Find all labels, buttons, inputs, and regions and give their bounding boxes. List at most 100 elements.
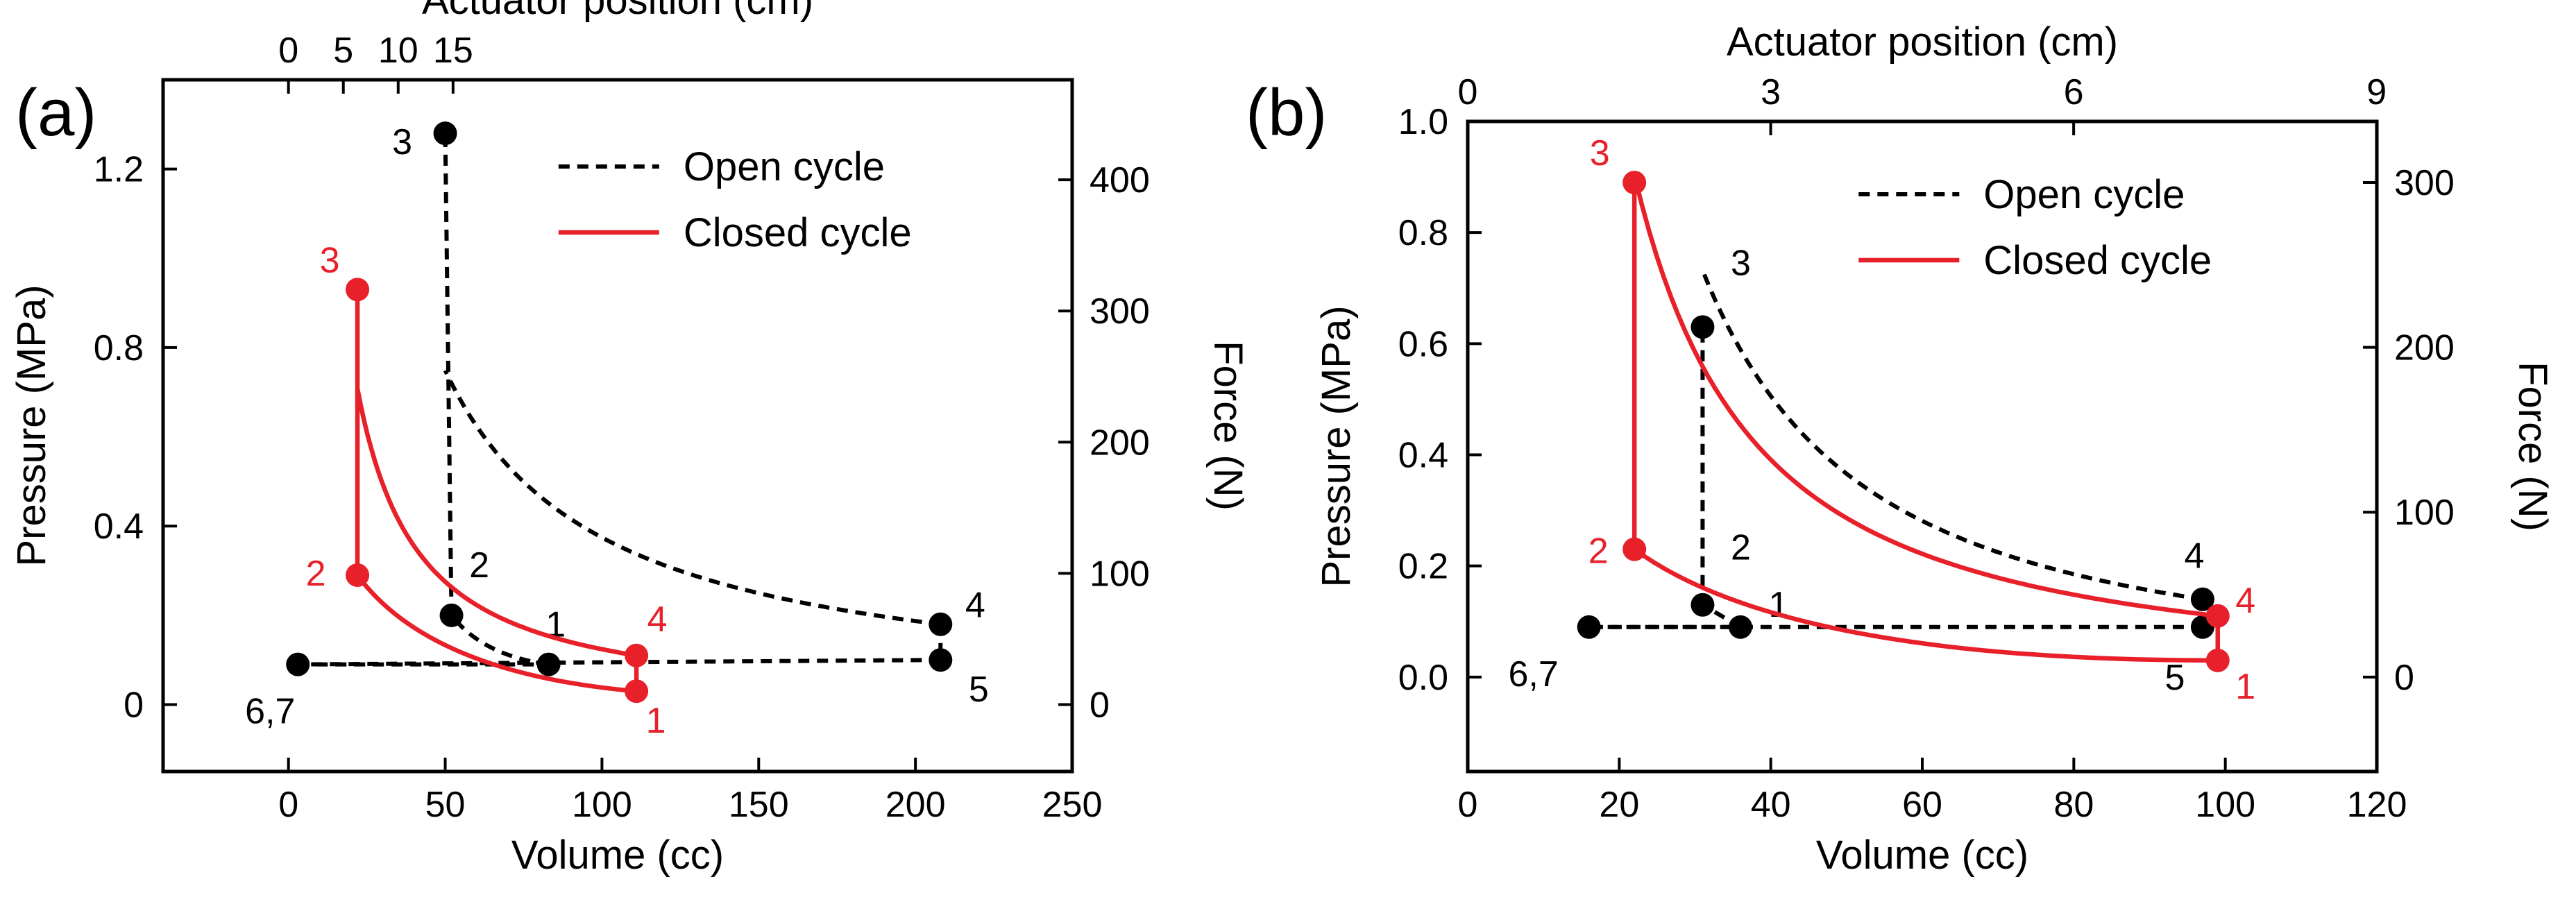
x-tick-label: 100 xyxy=(2195,785,2255,825)
y2-tick-label: 200 xyxy=(2394,328,2455,368)
closed-cycle-point xyxy=(2205,604,2230,628)
y-tick-label: 0.6 xyxy=(1398,324,1448,364)
panel-label: (b) xyxy=(1246,76,1327,150)
open-cycle-point-label: 3 xyxy=(1731,243,1751,283)
x2-axis-title: Actuator position (cm) xyxy=(422,0,813,23)
y2-tick-label: 100 xyxy=(1090,554,1150,594)
closed-cycle-point xyxy=(1622,171,1647,195)
y2-axis-title: Force (N) xyxy=(1205,341,1251,511)
open-cycle-point xyxy=(929,648,953,672)
open-cycle-point-label: 2 xyxy=(1731,528,1751,568)
open-cycle-segment xyxy=(298,658,941,667)
y2-axis-title: Force (N) xyxy=(2510,361,2555,531)
x2-axis-title: Actuator position (cm) xyxy=(1727,19,2118,65)
x-axis-title: Volume (cc) xyxy=(511,833,724,878)
legend-closed-label: Closed cycle xyxy=(1983,238,2212,283)
open-cycle-point xyxy=(1690,315,1715,339)
y-tick-label: 0 xyxy=(124,685,144,726)
open-cycle-point-label: 6,7 xyxy=(1509,654,1559,695)
open-cycle-segment xyxy=(450,614,550,667)
y2-tick-label: 0 xyxy=(1090,685,1110,726)
y2-tick-label: 400 xyxy=(1090,160,1150,201)
y2-tick-label: 100 xyxy=(2394,493,2455,533)
x2-tick-label: 15 xyxy=(433,31,473,71)
x2-tick-label: 10 xyxy=(378,31,418,71)
x-tick-label: 150 xyxy=(729,785,789,825)
closed-cycle-point xyxy=(2205,648,2230,672)
x-tick-label: 100 xyxy=(572,785,632,825)
closed-cycle-point-label: 1 xyxy=(2235,667,2255,707)
y-tick-label: 0.8 xyxy=(94,328,144,368)
x2-tick-label: 0 xyxy=(1458,72,1478,112)
y-tick-label: 0.2 xyxy=(1398,547,1448,587)
y-tick-label: 0.4 xyxy=(1398,436,1448,476)
closed-cycle-segment xyxy=(355,388,637,658)
open-cycle-point-label: 4 xyxy=(2184,536,2204,577)
chart-legend: Open cycle Closed cycle xyxy=(1858,172,2212,283)
x-tick-label: 120 xyxy=(2347,785,2407,825)
closed-cycle-point xyxy=(625,679,649,704)
closed-cycle-point-label: 2 xyxy=(306,554,326,594)
x2-tick-label: 9 xyxy=(2366,72,2387,112)
x2-tick-label: 0 xyxy=(278,31,298,71)
open-cycle-segment xyxy=(443,369,941,627)
open-cycle-point-label: 6,7 xyxy=(245,692,295,732)
closed-cycle-point xyxy=(346,563,370,587)
y-tick-label: 1.0 xyxy=(1398,102,1448,142)
open-cycle-segment xyxy=(443,133,454,615)
y-tick-label: 0.0 xyxy=(1398,658,1448,698)
closed-cycle-point-label: 2 xyxy=(1588,531,1609,572)
x-tick-label: 40 xyxy=(1751,785,1791,825)
closed-cycle-point-label: 3 xyxy=(320,240,340,280)
open-cycle-point xyxy=(1577,615,1601,639)
x-tick-label: 60 xyxy=(1902,785,1942,825)
closed-cycle-segment xyxy=(1632,174,2219,619)
x-tick-label: 200 xyxy=(886,785,946,825)
y-axis-title: Pressure (MPa) xyxy=(9,284,54,566)
y2-tick-label: 200 xyxy=(1090,423,1150,463)
x2-tick-label: 5 xyxy=(333,31,353,71)
legend-open-label: Open cycle xyxy=(684,144,885,189)
open-cycle-point-label: 1 xyxy=(1769,585,1789,625)
y2-tick-label: 300 xyxy=(2394,163,2455,203)
open-cycle-point xyxy=(1729,615,1752,639)
closed-cycle-point xyxy=(346,278,370,302)
open-cycle-point-label: 5 xyxy=(969,670,989,710)
open-cycle-point-label: 2 xyxy=(469,545,489,586)
closed-cycle-point xyxy=(1622,537,1647,561)
closed-cycle-point-label: 4 xyxy=(647,599,668,640)
y-tick-label: 0.4 xyxy=(94,506,144,547)
x-tick-label: 0 xyxy=(1458,785,1478,825)
x-tick-label: 50 xyxy=(425,785,466,825)
closed-cycle-point-label: 3 xyxy=(1590,133,1610,173)
open-cycle-point xyxy=(439,603,464,627)
open-cycle-point xyxy=(433,121,457,146)
panel-label: (a) xyxy=(15,76,96,150)
y-axis-title: Pressure (MPa) xyxy=(1314,305,1359,587)
open-cycle-point-label: 3 xyxy=(392,122,412,162)
y-tick-label: 1.2 xyxy=(94,150,144,190)
open-cycle-point xyxy=(929,612,953,636)
open-cycle-point xyxy=(1690,593,1715,617)
x-tick-label: 20 xyxy=(1599,785,1639,825)
y-tick-label: 0.8 xyxy=(1398,213,1448,253)
legend-closed-label: Closed cycle xyxy=(684,210,912,255)
open-cycle-point-label: 5 xyxy=(2164,658,2185,698)
open-cycle-point xyxy=(2190,587,2214,611)
open-cycle-point xyxy=(536,652,561,676)
x2-tick-label: 6 xyxy=(2064,72,2084,112)
x-tick-label: 0 xyxy=(278,785,298,825)
y2-tick-label: 0 xyxy=(2394,658,2414,698)
x-tick-label: 80 xyxy=(2053,785,2094,825)
chart-legend: Open cycle Closed cycle xyxy=(558,144,912,255)
y2-tick-label: 300 xyxy=(1090,291,1150,332)
open-cycle-point xyxy=(286,652,310,676)
legend-open-label: Open cycle xyxy=(1983,172,2185,217)
open-cycle-segment xyxy=(1700,269,2203,602)
